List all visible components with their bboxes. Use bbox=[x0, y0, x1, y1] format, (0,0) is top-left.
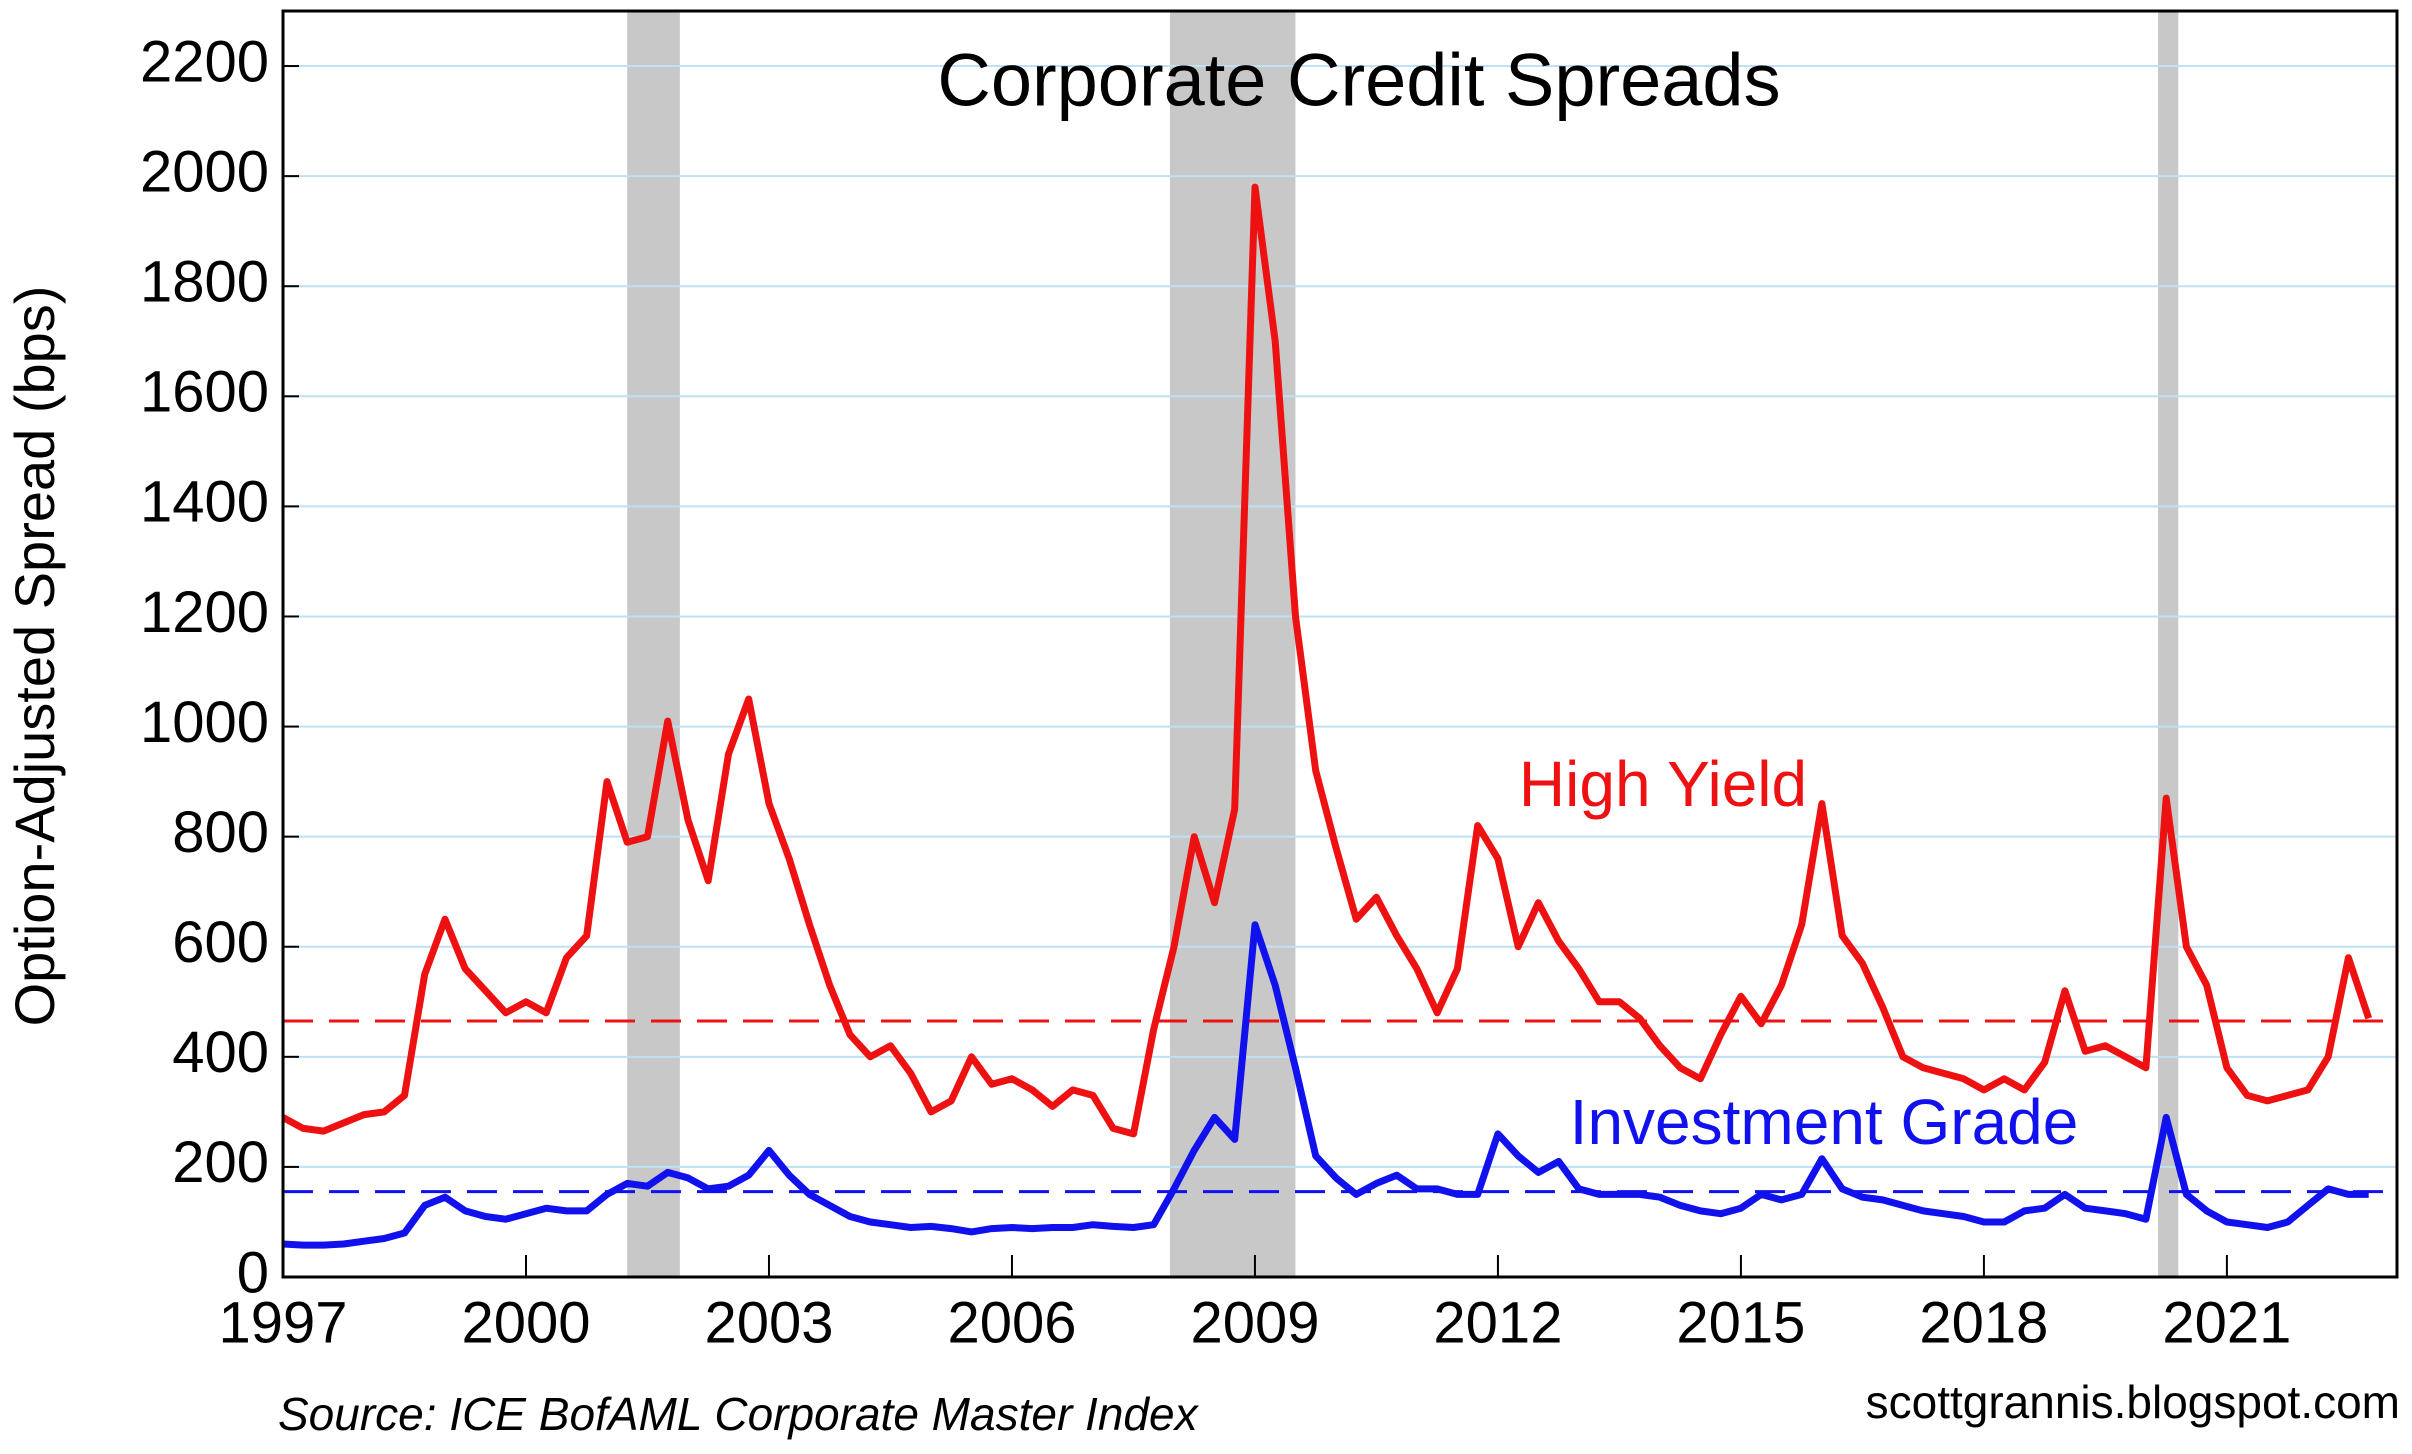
chart-title: Corporate Credit Spreads bbox=[937, 39, 1780, 122]
plot-frame bbox=[281, 9, 2399, 1279]
series-line bbox=[282, 921, 2369, 1249]
x-tick-label: 2006 bbox=[947, 1290, 1076, 1355]
series-label: Investment Grade bbox=[1570, 1086, 2079, 1158]
recession-band bbox=[2158, 11, 2179, 1277]
recession-band bbox=[1169, 11, 1296, 1277]
x-tick-label: 1997 bbox=[218, 1290, 347, 1355]
series-label: High Yield bbox=[1519, 748, 1807, 820]
x-tick-label: 2018 bbox=[1919, 1290, 2048, 1355]
y-tick-label: 800 bbox=[172, 800, 269, 865]
y-tick-label: 200 bbox=[172, 1130, 269, 1195]
y-tick-label: 2000 bbox=[140, 139, 269, 204]
x-tick-label: 2003 bbox=[704, 1290, 833, 1355]
y-tick-label: 1400 bbox=[140, 470, 269, 535]
x-tick-label: 2000 bbox=[461, 1290, 590, 1355]
x-tick-label: 2015 bbox=[1676, 1290, 1805, 1355]
recession-band bbox=[627, 11, 680, 1277]
credit: scottgrannis.blogspot.com bbox=[1866, 1376, 2400, 1428]
x-tick-label: 2012 bbox=[1433, 1290, 1562, 1355]
x-tick-label: 2009 bbox=[1190, 1290, 1319, 1355]
x-tick-label: 2021 bbox=[2162, 1290, 2291, 1355]
y-tick-label: 1800 bbox=[140, 250, 269, 315]
y-tick-label: 2200 bbox=[140, 29, 269, 94]
y-tick-label: 1600 bbox=[140, 360, 269, 425]
y-tick-label: 1200 bbox=[140, 580, 269, 645]
series-line bbox=[281, 183, 2373, 1138]
y-tick-label: 600 bbox=[172, 910, 269, 975]
y-axis-label: Option-Adjusted Spread (bps) bbox=[3, 286, 66, 1027]
y-tick-label: 0 bbox=[237, 1240, 269, 1305]
source: Source: ICE BofAML Corporate Master Inde… bbox=[278, 1388, 1200, 1440]
y-tick-label: 1000 bbox=[140, 690, 269, 755]
y-tick-label: 400 bbox=[172, 1020, 269, 1085]
